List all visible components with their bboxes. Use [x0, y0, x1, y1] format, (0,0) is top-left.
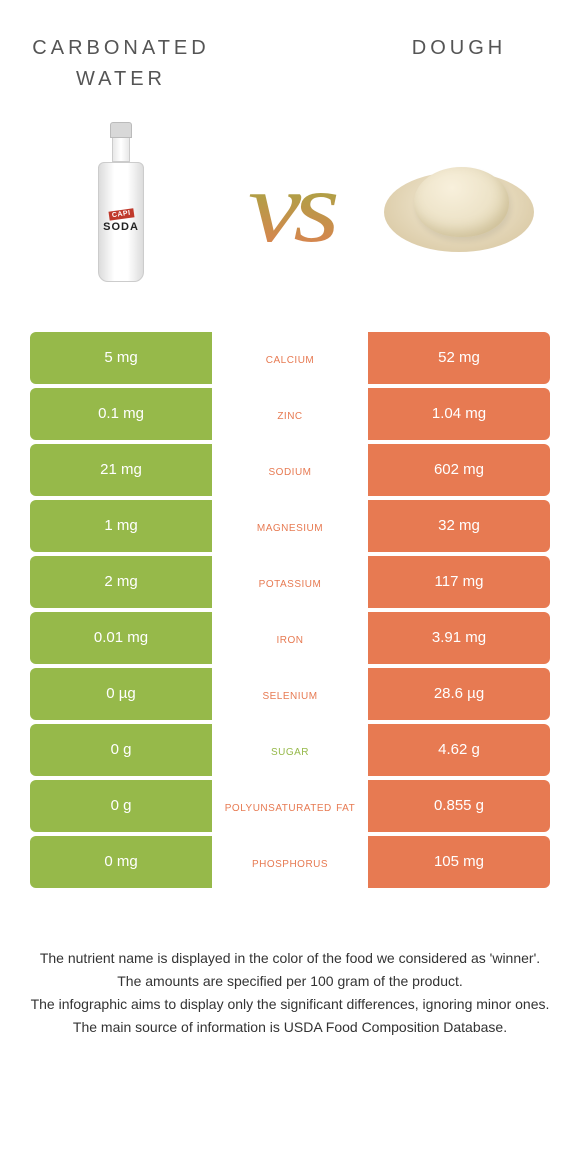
nutrient-name: Potassium: [212, 556, 368, 608]
value-right: 32 mg: [368, 500, 550, 552]
header: Carbonated Water Dough: [30, 30, 550, 92]
footer-line: The amounts are specified per 100 gram o…: [30, 971, 550, 992]
bottle-label-1: CAPI: [108, 208, 134, 220]
value-right: 105 mg: [368, 836, 550, 888]
nutrient-name: Sugar: [212, 724, 368, 776]
nutrient-row: 21 mgSodium602 mg: [30, 444, 550, 496]
nutrient-row: 5 mgCalcium52 mg: [30, 332, 550, 384]
nutrient-name: Selenium: [212, 668, 368, 720]
footer-line: The infographic aims to display only the…: [30, 994, 550, 1015]
soda-bottle-icon: CAPI SODA: [96, 122, 146, 292]
value-left: 5 mg: [30, 332, 212, 384]
value-left: 0.01 mg: [30, 612, 212, 664]
value-left: 0 g: [30, 724, 212, 776]
nutrient-table: 5 mgCalcium52 mg0.1 mgZinc1.04 mg21 mgSo…: [30, 332, 550, 888]
nutrient-name: Calcium: [212, 332, 368, 384]
value-left: 0 g: [30, 780, 212, 832]
nutrient-row: 2 mgPotassium117 mg: [30, 556, 550, 608]
value-right: 0.855 g: [368, 780, 550, 832]
value-left: 2 mg: [30, 556, 212, 608]
food-b-title: Dough: [368, 30, 550, 61]
value-left: 0 µg: [30, 668, 212, 720]
value-right: 4.62 g: [368, 724, 550, 776]
food-a-title: Carbonated Water: [30, 30, 212, 92]
food-b-title-box: Dough: [368, 30, 550, 61]
nutrient-row: 0 µgSelenium28.6 µg: [30, 668, 550, 720]
value-right: 1.04 mg: [368, 388, 550, 440]
dough-icon: [379, 147, 539, 267]
bottle-label-2: SODA: [103, 221, 139, 233]
footer-notes: The nutrient name is displayed in the co…: [30, 948, 550, 1038]
footer-line: The main source of information is USDA F…: [30, 1017, 550, 1038]
value-right: 28.6 µg: [368, 668, 550, 720]
nutrient-row: 0 gPolyunsaturated fat0.855 g: [30, 780, 550, 832]
food-b-image: [368, 147, 550, 267]
infographic: Carbonated Water Dough CAPI SODA vs: [0, 0, 580, 1080]
vs-box: vs: [212, 138, 368, 276]
value-left: 1 mg: [30, 500, 212, 552]
value-right: 602 mg: [368, 444, 550, 496]
nutrient-name: Sodium: [212, 444, 368, 496]
food-a-image: CAPI SODA: [30, 122, 212, 292]
nutrient-name: Zinc: [212, 388, 368, 440]
value-right: 3.91 mg: [368, 612, 550, 664]
food-a-title-box: Carbonated Water: [30, 30, 212, 92]
footer-line: The nutrient name is displayed in the co…: [30, 948, 550, 969]
vs-text: vs: [212, 148, 368, 265]
value-left: 0 mg: [30, 836, 212, 888]
nutrient-row: 0 gSugar4.62 g: [30, 724, 550, 776]
value-left: 21 mg: [30, 444, 212, 496]
nutrient-row: 0.01 mgIron3.91 mg: [30, 612, 550, 664]
nutrient-name: Phosphorus: [212, 836, 368, 888]
nutrient-row: 0 mgPhosphorus105 mg: [30, 836, 550, 888]
image-row: CAPI SODA vs: [30, 122, 550, 292]
nutrient-name: Magnesium: [212, 500, 368, 552]
nutrient-name: Iron: [212, 612, 368, 664]
nutrient-row: 0.1 mgZinc1.04 mg: [30, 388, 550, 440]
value-right: 52 mg: [368, 332, 550, 384]
value-left: 0.1 mg: [30, 388, 212, 440]
nutrient-name: Polyunsaturated fat: [212, 780, 368, 832]
nutrient-row: 1 mgMagnesium32 mg: [30, 500, 550, 552]
value-right: 117 mg: [368, 556, 550, 608]
